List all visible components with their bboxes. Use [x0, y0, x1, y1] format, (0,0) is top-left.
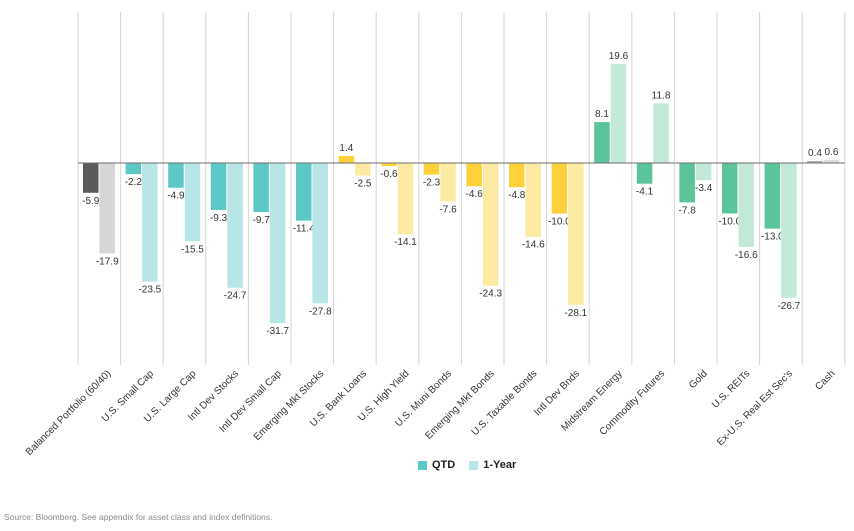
- bar-1-year: [823, 159, 840, 163]
- bar-qtd: [83, 163, 99, 193]
- bar-qtd: [679, 163, 695, 203]
- data-label: -28.1: [564, 308, 587, 319]
- data-label: -3.4: [695, 183, 713, 194]
- bar-1-year: [184, 163, 201, 242]
- bar-qtd: [168, 163, 184, 188]
- data-label: -5.9: [82, 196, 100, 207]
- bar-qtd: [636, 163, 653, 184]
- data-label: 19.6: [609, 51, 629, 62]
- data-label: -0.6: [380, 169, 398, 180]
- data-label: -27.8: [309, 306, 332, 317]
- bar-1-year: [653, 103, 669, 163]
- bar-1-year: [525, 163, 541, 237]
- source-note: Source: Bloomberg. See appendix for asse…: [4, 512, 273, 522]
- data-label: -4.8: [508, 190, 526, 201]
- category-label: Emerging Mkt Stocks: [252, 368, 327, 443]
- data-label: -4.6: [466, 189, 484, 200]
- bar-qtd: [722, 163, 738, 214]
- bar-qtd: [466, 163, 482, 187]
- data-label: 0.6: [824, 147, 838, 158]
- data-label: -7.8: [679, 205, 697, 216]
- data-label: -14.1: [394, 237, 417, 248]
- bar-qtd: [807, 160, 823, 163]
- data-label: -16.6: [735, 250, 758, 261]
- category-label: Cash: [813, 368, 837, 392]
- data-label: -7.6: [439, 204, 457, 215]
- bar-qtd: [509, 163, 525, 188]
- data-label: -9.7: [253, 215, 271, 226]
- bar-qtd: [551, 163, 568, 214]
- data-label: -2.5: [354, 179, 372, 190]
- legend-swatch-qtd: [418, 460, 427, 470]
- bar-1-year: [397, 163, 414, 235]
- bar-1-year: [695, 163, 712, 181]
- bar-1-year: [610, 64, 627, 163]
- category-label: U.S. REITs: [710, 368, 752, 410]
- bar-qtd: [381, 163, 397, 167]
- bar-qtd: [594, 122, 610, 163]
- data-label: -2.3: [423, 178, 441, 189]
- data-label: -10.0: [548, 217, 571, 228]
- bar-1-year: [227, 163, 243, 288]
- data-label: -4.1: [636, 187, 654, 198]
- category-label: Gold: [687, 368, 710, 391]
- data-label: -26.7: [777, 301, 800, 312]
- bar-1-year: [781, 163, 797, 298]
- data-label: -2.2: [125, 177, 143, 188]
- data-label: -24.3: [479, 289, 502, 300]
- data-label: -10.0: [718, 217, 741, 228]
- data-label: 8.1: [595, 109, 609, 120]
- data-label: 0.4: [808, 148, 822, 159]
- bar-1-year: [568, 163, 584, 305]
- legend: QTD 1-Year: [418, 459, 530, 471]
- bar-1-year: [312, 163, 328, 304]
- data-label: -31.7: [266, 326, 289, 337]
- data-label: -11.4: [293, 224, 315, 235]
- data-label: 1.4: [339, 143, 353, 154]
- legend-label-1-year: 1-Year: [483, 459, 517, 471]
- category-label: Ex-U.S. Real Est Sec's: [715, 368, 795, 448]
- bar-qtd: [423, 163, 440, 175]
- bar-1-year: [142, 163, 158, 282]
- category-label: Balanced Portfolio (60/40): [24, 368, 114, 458]
- bar-1-year: [269, 163, 286, 324]
- bar-qtd: [253, 163, 269, 212]
- data-label: -9.3: [210, 213, 228, 224]
- bar-qtd: [338, 155, 355, 163]
- bar-1-year: [355, 163, 371, 176]
- data-label: -14.6: [522, 240, 545, 251]
- data-label: -15.5: [181, 244, 204, 255]
- legend-swatch-1-year: [469, 460, 479, 470]
- legend-label-qtd: QTD: [432, 459, 456, 471]
- bar-qtd: [296, 163, 312, 221]
- data-label: -23.5: [138, 285, 161, 296]
- bar-1-year: [738, 163, 754, 247]
- bar-qtd: [125, 163, 142, 175]
- bar-1-year: [440, 163, 456, 202]
- bar-qtd: [210, 163, 227, 210]
- data-label: 11.8: [652, 90, 671, 101]
- data-label: -24.7: [224, 291, 247, 302]
- data-label: -13.0: [761, 232, 784, 243]
- data-label: -17.9: [96, 256, 119, 267]
- data-label: -4.9: [167, 191, 185, 202]
- legend-item-qtd: QTD: [418, 459, 455, 471]
- bar-1-year: [482, 163, 499, 286]
- bar-qtd: [764, 163, 781, 229]
- bar-1-year: [99, 163, 115, 254]
- legend-item-1-year: 1-Year: [469, 459, 516, 471]
